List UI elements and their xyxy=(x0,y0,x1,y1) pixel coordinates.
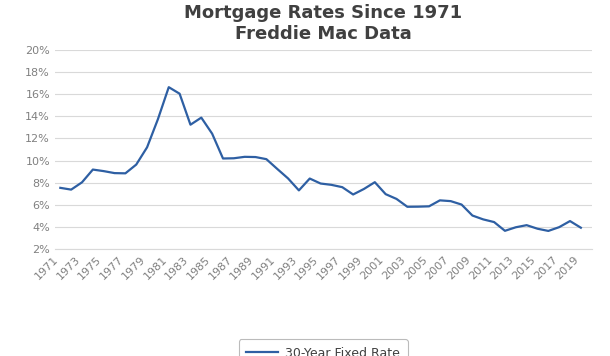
30-Year Fixed Rate xyxy=(566,219,573,223)
30-Year Fixed Rate xyxy=(306,177,314,181)
30-Year Fixed Rate xyxy=(252,155,259,159)
30-Year Fixed Rate xyxy=(361,187,368,191)
30-Year Fixed Rate xyxy=(57,186,64,190)
30-Year Fixed Rate xyxy=(350,192,357,197)
30-Year Fixed Rate xyxy=(187,122,194,127)
30-Year Fixed Rate xyxy=(556,225,563,229)
30-Year Fixed Rate xyxy=(317,182,325,186)
30-Year Fixed Rate xyxy=(382,192,389,196)
30-Year Fixed Rate xyxy=(339,185,346,189)
30-Year Fixed Rate xyxy=(404,205,411,209)
30-Year Fixed Rate xyxy=(111,171,118,175)
30-Year Fixed Rate xyxy=(458,203,465,207)
30-Year Fixed Rate xyxy=(100,169,107,173)
30-Year Fixed Rate xyxy=(273,167,281,171)
30-Year Fixed Rate xyxy=(89,167,96,172)
30-Year Fixed Rate xyxy=(393,197,400,201)
30-Year Fixed Rate xyxy=(284,176,292,180)
30-Year Fixed Rate xyxy=(415,205,422,209)
30-Year Fixed Rate xyxy=(523,223,530,227)
30-Year Fixed Rate xyxy=(132,162,140,167)
30-Year Fixed Rate xyxy=(143,145,151,150)
30-Year Fixed Rate xyxy=(154,117,162,121)
30-Year Fixed Rate xyxy=(425,204,432,209)
30-Year Fixed Rate xyxy=(501,229,509,233)
30-Year Fixed Rate xyxy=(479,217,487,221)
30-Year Fixed Rate xyxy=(371,180,378,184)
30-Year Fixed Rate xyxy=(165,85,173,89)
30-Year Fixed Rate xyxy=(220,156,227,161)
30-Year Fixed Rate xyxy=(512,225,520,229)
30-Year Fixed Rate xyxy=(122,171,129,176)
30-Year Fixed Rate xyxy=(436,198,443,203)
30-Year Fixed Rate xyxy=(241,155,248,159)
30-Year Fixed Rate xyxy=(68,188,75,192)
Title: Mortgage Rates Since 1971
Freddie Mac Data: Mortgage Rates Since 1971 Freddie Mac Da… xyxy=(184,4,462,43)
30-Year Fixed Rate xyxy=(176,91,183,96)
30-Year Fixed Rate xyxy=(230,156,237,161)
30-Year Fixed Rate xyxy=(577,226,584,230)
30-Year Fixed Rate xyxy=(534,226,541,231)
30-Year Fixed Rate xyxy=(328,183,335,187)
Legend: 30-Year Fixed Rate: 30-Year Fixed Rate xyxy=(239,339,407,356)
30-Year Fixed Rate xyxy=(545,229,552,233)
30-Year Fixed Rate xyxy=(490,220,498,224)
30-Year Fixed Rate xyxy=(447,199,454,203)
30-Year Fixed Rate xyxy=(263,157,270,161)
30-Year Fixed Rate xyxy=(468,213,476,218)
30-Year Fixed Rate xyxy=(198,115,205,120)
Line: 30-Year Fixed Rate: 30-Year Fixed Rate xyxy=(60,87,581,231)
30-Year Fixed Rate xyxy=(295,188,303,193)
30-Year Fixed Rate xyxy=(78,180,85,184)
30-Year Fixed Rate xyxy=(209,132,216,136)
